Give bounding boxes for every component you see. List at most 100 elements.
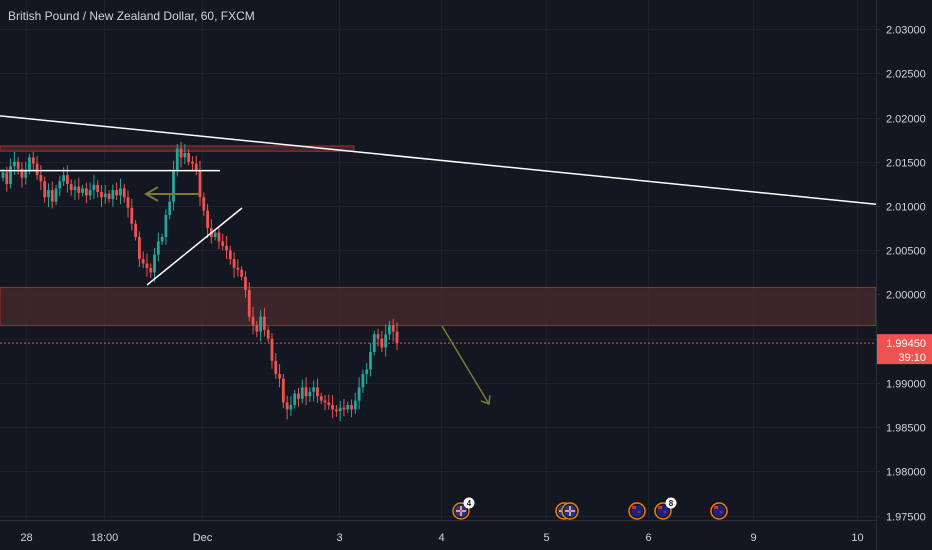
event-count: 4	[467, 499, 472, 508]
candle-body	[297, 393, 300, 399]
time-tick-label: 10	[851, 532, 863, 544]
candle-body	[251, 316, 255, 326]
candle-body	[361, 374, 365, 388]
flag-nz-canton	[632, 506, 636, 509]
candle-body	[92, 184, 96, 191]
candle-body	[20, 168, 24, 178]
price-tick-label: 2.02000	[886, 114, 926, 126]
candle-body	[160, 237, 164, 242]
drawings	[0, 115, 877, 406]
time-tick-label: 3	[336, 532, 342, 544]
flag-nz-star	[638, 511, 640, 513]
arrow-left-head	[144, 186, 159, 202]
candle-body	[24, 170, 28, 178]
candle-body	[153, 254, 156, 273]
candle-body	[16, 161, 20, 169]
arrow-down-head	[480, 394, 491, 406]
candle-body	[58, 181, 62, 189]
candle-body	[187, 152, 191, 162]
candle-body	[62, 175, 66, 182]
candle-body	[100, 191, 103, 198]
event-flag-gb[interactable]	[561, 502, 579, 520]
price-tick-label: 1.98000	[886, 467, 926, 479]
candle-body	[202, 197, 206, 211]
price-tick-label: 1.98500	[886, 423, 926, 435]
candle-body	[232, 259, 236, 268]
candle-body	[221, 241, 225, 246]
candle-body	[43, 181, 47, 198]
candle-body	[334, 409, 338, 412]
flag-nz-star	[720, 511, 722, 513]
event-flag-nz[interactable]	[628, 502, 646, 520]
time-tick-label: 5	[543, 532, 549, 544]
candle-body	[134, 223, 137, 238]
candle-body	[255, 325, 259, 332]
candle-body	[278, 374, 281, 379]
event-count-badge	[463, 497, 475, 509]
candle-body	[88, 190, 92, 196]
candle-body	[293, 393, 297, 406]
candle-body	[122, 188, 126, 198]
candle-body	[96, 184, 100, 192]
candle-body	[388, 325, 391, 335]
bar-countdown: 39:10	[898, 352, 926, 364]
candle-body	[319, 396, 323, 401]
candle-body	[365, 369, 369, 375]
candle-body	[289, 405, 293, 410]
time-tick-label: 6	[645, 532, 651, 544]
candle-body	[12, 161, 16, 167]
candle-body	[149, 267, 153, 273]
price-tick-label: 2.00500	[886, 246, 926, 258]
candle-body	[338, 407, 342, 412]
chart-title: British Pound / New Zealand Dollar, 60, …	[8, 9, 255, 23]
candle-body	[69, 183, 73, 191]
candle-body	[137, 237, 141, 260]
candle-body	[175, 148, 179, 171]
candle-body	[81, 188, 84, 193]
current-price-value: 1.99450	[886, 338, 926, 350]
candle-body	[115, 190, 119, 196]
candle-body	[213, 232, 217, 238]
candle-body	[84, 188, 88, 196]
candle-body	[35, 163, 39, 176]
flag-nz-canton	[714, 506, 718, 509]
candle-body	[327, 402, 331, 406]
candle-body	[194, 163, 198, 171]
price-axis[interactable]: 2.03000 2.02500 2.02000 2.01500 2.01000 2.005…	[876, 25, 926, 524]
candle-body	[39, 175, 43, 182]
candle-body	[31, 157, 35, 164]
event-flag-gb[interactable]: 4	[452, 497, 475, 520]
candle-body	[206, 210, 209, 229]
candle-body	[353, 400, 357, 410]
candle-body	[191, 161, 194, 164]
candle-body	[145, 263, 149, 268]
candle-body	[395, 331, 399, 344]
price-tick-label: 2.03000	[886, 25, 926, 37]
event-count: 8	[669, 499, 674, 508]
candle-body	[141, 259, 145, 264]
price-tick-label: 2.00000	[886, 290, 926, 302]
candle-body	[376, 334, 380, 339]
candle-body	[331, 405, 334, 410]
candle-body	[308, 391, 312, 397]
event-flag-nz[interactable]: 8	[654, 497, 677, 520]
candle-body	[73, 186, 77, 191]
candle-body	[372, 334, 376, 352]
candle-body	[198, 170, 202, 198]
trend-line-support	[146, 207, 243, 286]
candle-body	[391, 325, 395, 332]
candle-body	[1, 172, 5, 178]
price-tick-label: 1.99000	[886, 379, 926, 391]
price-tick-label: 2.01000	[886, 202, 926, 214]
event-flag-nz[interactable]	[710, 502, 728, 520]
candle-body	[228, 250, 232, 260]
candle-body	[66, 175, 69, 184]
candle-body	[300, 387, 304, 399]
time-tick-label: 4	[438, 532, 444, 544]
candle-body	[168, 201, 172, 215]
time-axis[interactable]: 28 18:00 Dec 3 4 5 6 9 10	[20, 532, 863, 544]
